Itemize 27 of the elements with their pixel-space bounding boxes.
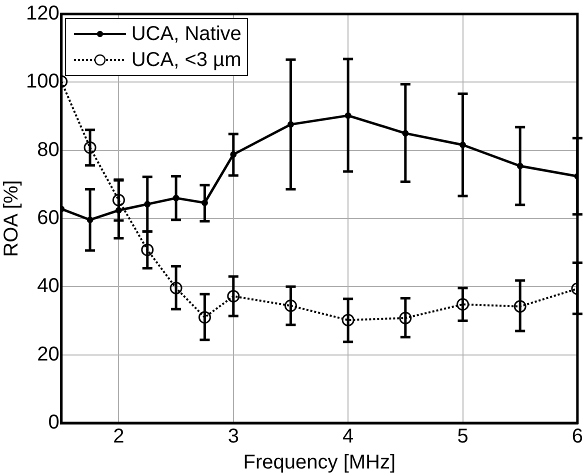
point [170, 282, 182, 294]
point [198, 311, 211, 324]
point [399, 312, 412, 324]
point [112, 194, 125, 206]
y-tick-label: 100 [26, 70, 60, 93]
point [284, 300, 297, 312]
x-tick-label: 4 [342, 426, 354, 448]
point [456, 298, 470, 311]
point [514, 300, 526, 313]
point [84, 141, 96, 154]
x-tick-label: 3 [228, 426, 239, 448]
x-axis-title: Frequency [MHz] [243, 452, 396, 474]
y-tick-label: 0 [48, 412, 60, 434]
y-tick-label: 120 [26, 2, 60, 25]
x-tick-label: 5 [457, 426, 468, 448]
point [141, 244, 154, 256]
x-tick-label: 6 [572, 426, 583, 448]
x-tick-label: 2 [113, 426, 124, 448]
legend-label: UCA, <3 µm [131, 48, 242, 73]
point [342, 314, 354, 326]
legend-label: UCA, Native [131, 22, 242, 47]
point [227, 290, 240, 302]
y-tick-label: 40 [37, 275, 60, 298]
y-axis-title: ROA [%] [0, 180, 23, 257]
y-tick-label: 20 [37, 343, 60, 366]
y-tick-label: 60 [37, 207, 60, 230]
y-tick-label: 80 [37, 138, 60, 161]
